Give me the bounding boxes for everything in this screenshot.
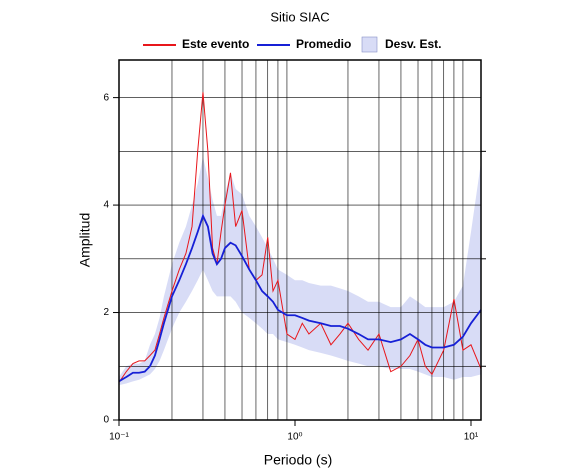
std-band	[119, 156, 481, 386]
y-tick-label: 4	[103, 200, 109, 211]
x-tick-label: 10¹	[464, 432, 479, 443]
legend-label: Promedio	[296, 37, 351, 51]
legend-swatch	[361, 36, 378, 53]
x-axis-label: Periodo (s)	[264, 452, 332, 468]
legend-label: Este evento	[182, 37, 249, 51]
x-tick-label: 10⁻¹	[109, 432, 129, 443]
line-series	[118, 92, 482, 383]
line-series	[118, 213, 482, 383]
y-tick-label: 2	[103, 307, 109, 318]
y-tick-label: 0	[103, 415, 109, 426]
y-axis-label: Amplitud	[77, 213, 93, 267]
y-tick-label: 6	[103, 92, 109, 103]
plot-frame	[118, 59, 482, 421]
legend-label: Desv. Est.	[385, 37, 441, 51]
chart-title: Sitio SIAC	[270, 9, 329, 24]
x-tick-label: 10⁰	[287, 432, 302, 443]
